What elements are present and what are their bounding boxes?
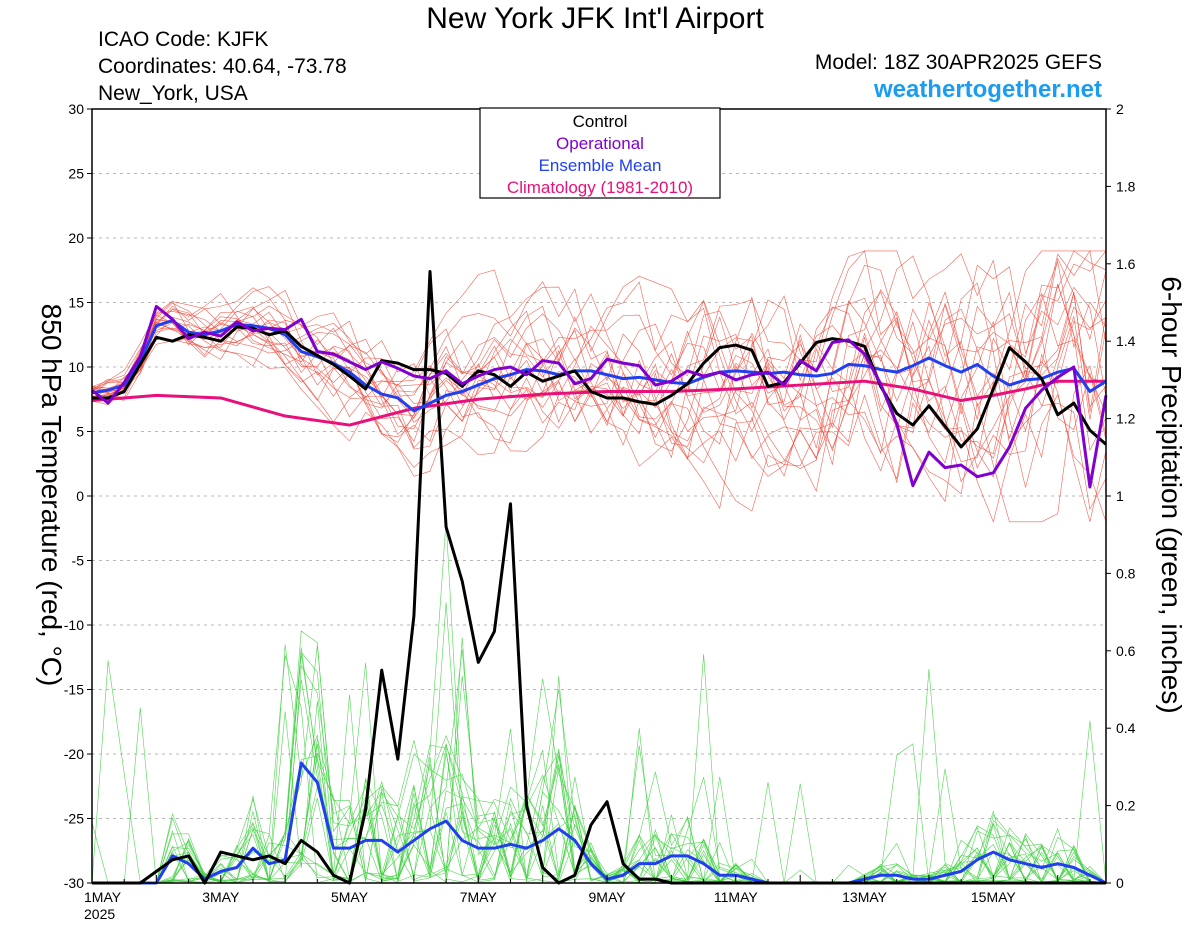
- ensemble-member-precip-line: [92, 678, 1107, 884]
- y-tick-label-left: -10: [64, 617, 84, 633]
- coordinates: Coordinates: 40.64, -73.78: [98, 55, 347, 78]
- ensemble-member-temp-line: [91, 300, 1107, 523]
- ensemble-member-precip-line: [92, 679, 1107, 884]
- y-tick-label-left: -5: [72, 553, 85, 569]
- ensemble-member-precip-line: [92, 637, 1107, 884]
- ensemble-member-temp-line: [91, 250, 1106, 450]
- y-tick-label-right: 0.2: [1116, 798, 1136, 814]
- site-link[interactable]: weathertogether.net: [873, 76, 1102, 103]
- x-tick-label: 1MAY: [84, 889, 122, 905]
- y-tick-label-right: 0.6: [1116, 643, 1136, 659]
- ensemble-member-precip-line: [92, 520, 1107, 884]
- y-tick-label-right: 1.8: [1116, 178, 1136, 194]
- ensemble-member-precip-line: [92, 645, 1107, 884]
- ensemble-member-precip-line: [92, 644, 1107, 884]
- highlighted-series: [91, 270, 1108, 885]
- x-tick-label: 3MAY: [202, 889, 240, 905]
- page-title: New York JFK Int'l Airport: [426, 2, 764, 35]
- ensemble-mean-temp-line: [91, 319, 1107, 413]
- axes: -30-25-20-15-10-505101520253000.20.40.60…: [64, 101, 1136, 922]
- ensemble-member-precip-line: [92, 602, 1107, 884]
- y-tick-label-right: 2: [1116, 101, 1124, 117]
- y-tick-label-right: 1.4: [1116, 333, 1136, 349]
- x-tick-sublabel: 2025: [84, 906, 115, 922]
- operational-temp-line: [91, 304, 1108, 489]
- y-tick-label-left: -30: [64, 875, 84, 891]
- legend-entry: Ensemble Mean: [539, 156, 662, 175]
- y-tick-label-right: 1.2: [1116, 411, 1136, 427]
- ensemble-member-precip-line: [92, 649, 1107, 884]
- location: New_York, USA: [98, 82, 248, 105]
- legend-entry: Climatology (1981-2010): [507, 178, 693, 197]
- y-tick-label-left: 5: [76, 424, 84, 440]
- y-tick-label-left: 10: [68, 359, 84, 375]
- y-tick-label-left: 30: [68, 101, 84, 117]
- ensemble-member-precip-line: [92, 720, 1107, 884]
- ensemble-member-temp-line: [91, 260, 1107, 447]
- icao-code: ICAO Code: KJFK: [98, 28, 269, 51]
- x-tick-label: 15MAY: [971, 889, 1017, 905]
- ensemble-member-temp-line: [91, 264, 1107, 523]
- x-tick-label: 5MAY: [331, 889, 369, 905]
- model-run: Model: 18Z 30APR2025 GEFS: [814, 51, 1102, 74]
- y-tick-label-left: -15: [64, 682, 84, 698]
- y-tick-label-right: 0.8: [1116, 565, 1136, 581]
- ensemble-member-temp-line: [91, 286, 1107, 493]
- ensemble-member-precip-line: [92, 676, 1107, 885]
- grid-lines: [92, 173, 1106, 819]
- y-axis-label-right: 6-hour Precipitation (green, inches): [1156, 276, 1187, 713]
- ensemble-member-temp-line: [91, 250, 1107, 465]
- ensemble-mean-precip-line: [92, 761, 1107, 885]
- y-tick-label-right: 1: [1116, 488, 1124, 504]
- x-tick-label: 9MAY: [589, 889, 627, 905]
- climatology-temp-line: [91, 379, 1106, 427]
- y-tick-label-left: -20: [64, 746, 84, 762]
- ensemble-member-precip-line: [91, 647, 1107, 884]
- ensemble-member-precip-line: [92, 651, 1107, 884]
- y-tick-label-right: 0.4: [1116, 720, 1136, 736]
- control-temp-line: [92, 325, 1107, 449]
- legend-entry: Control: [573, 112, 628, 131]
- y-tick-label-right: 0: [1116, 875, 1124, 891]
- ensemble-member-temp-line: [91, 297, 1107, 463]
- y-tick-label-right: 1.6: [1116, 256, 1136, 272]
- ensemble-member-precip-line: [92, 675, 1107, 884]
- x-tick-label: 7MAY: [460, 889, 498, 905]
- ensemble-member-temp-line: [91, 281, 1107, 522]
- ensemble-member-temp-line: [91, 275, 1107, 477]
- x-tick-label: 11MAY: [714, 889, 758, 905]
- y-tick-label-left: 0: [76, 488, 84, 504]
- y-tick-label-left: 25: [68, 166, 84, 182]
- legend-entry: Operational: [556, 134, 644, 153]
- legend-box: [479, 107, 721, 199]
- y-axis-label-left: 850 hPa Temperature (red, °C): [36, 304, 67, 687]
- ensemble-member-precip-line: [92, 654, 1107, 884]
- y-tick-label-left: -25: [64, 811, 84, 827]
- y-tick-label-left: 15: [68, 295, 84, 311]
- ensemble-member-lines: [91, 250, 1107, 885]
- ensemble-member-temp-line: [91, 257, 1107, 503]
- legend: Control Operational Ensemble Mean Climatolo…: [479, 107, 721, 199]
- ensemble-member-temp-line: [91, 269, 1107, 477]
- ensemble-member-temp-line: [91, 250, 1107, 452]
- y-tick-label-left: 20: [68, 230, 84, 246]
- x-tick-label: 13MAY: [842, 889, 888, 905]
